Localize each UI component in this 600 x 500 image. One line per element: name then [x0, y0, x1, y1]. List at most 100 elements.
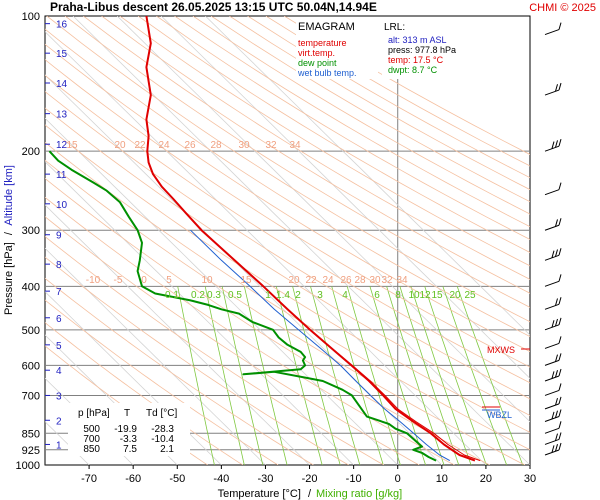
altitude-label: 2 [56, 416, 62, 427]
mixing-ratio-line [424, 286, 487, 465]
skew-isotherm [205, 16, 530, 336]
wbzl-label: WBZL [487, 410, 512, 420]
temperature-tick: -60 [125, 473, 141, 485]
theta-label: 34 [289, 140, 301, 151]
svg-text:Pressure [hPa] / A: Pressure [hPa] / Altitude [km] [3, 165, 15, 315]
altitude-label: 13 [56, 110, 68, 121]
mixing-ratio-line [310, 286, 361, 465]
wind-barb-flag [555, 318, 558, 327]
theta-label: 15 [66, 140, 78, 151]
wind-barb-staff [544, 438, 560, 445]
mixing-ratio-label: 12 [419, 290, 431, 301]
mixing-ratio-label: 2 [295, 290, 301, 301]
wind-barb-staff [544, 189, 560, 196]
skew-isotherm [45, 204, 310, 465]
theta-label: 26 [340, 275, 352, 286]
altitude-label: 8 [56, 260, 62, 271]
wind-barb-flag [551, 141, 555, 149]
wind-barb-flag [558, 336, 562, 344]
wind-barb-flag [558, 248, 562, 256]
table-cell: -10.4 [151, 434, 174, 445]
wind-barb-flag [551, 445, 555, 453]
altitude-label: 4 [56, 366, 62, 377]
mixing-ratio-line [346, 286, 401, 465]
table-cell: 7.5 [123, 444, 137, 455]
svg-text:Temperature [°C] /: Temperature [°C] / [218, 488, 312, 500]
wind-barb-staff [544, 449, 560, 456]
altitude-label: 5 [56, 341, 62, 352]
wind-barb-staff [544, 89, 560, 96]
pressure-tick-labels: 100 200 300 400 500 600 700 850 925 1000 [16, 11, 40, 472]
skew-isotherm [45, 74, 443, 465]
series-dew-point-line [48, 150, 437, 462]
temperature-tick: -40 [213, 473, 229, 485]
mixing-ratio-label: 15 [431, 290, 443, 301]
wind-barb-flag [551, 320, 555, 328]
mixing-ratio-label: 0.5 [228, 290, 242, 301]
dry-adiabat [45, 196, 455, 465]
table-row: 700 -3.3 -10.4 [83, 434, 174, 445]
profile-lines [48, 16, 481, 462]
legend-item-wet-bulb: wet bulb temp. [297, 68, 357, 78]
dry-adiabat [45, 216, 420, 465]
y-axis-label: Pressure [hPa] [3, 242, 15, 315]
dry-adiabat [156, 16, 530, 240]
altitude-label: 3 [56, 391, 62, 402]
pressure-tick: 600 [22, 360, 40, 372]
altitude-label: 9 [56, 231, 62, 242]
lrl-pressure: press: 977.8 hPa [388, 45, 456, 55]
series-temperature-line [145, 16, 476, 462]
legend-box: EMAGRAM temperature virt.temp. dew point… [296, 17, 378, 79]
dry-adiabat [45, 91, 530, 400]
theta-label: 28 [354, 275, 366, 286]
table-row: 500 -19.9 -28.3 [83, 424, 174, 435]
theta-label: 30 [238, 140, 250, 151]
wind-barb-flag [558, 409, 562, 417]
pressure-tick: 400 [22, 281, 40, 293]
wind-barb-flag [555, 354, 558, 362]
pressure-tick: 850 [22, 428, 40, 440]
dry-adiabat [45, 322, 243, 465]
altitude-labels: 16 15 14 13 12 11 10 9 8 7 6 5 4 3 2 1 [45, 20, 68, 451]
wind-barb-staff [544, 224, 560, 231]
temperature-tick: 30 [524, 473, 536, 485]
theta-label: 5 [166, 275, 172, 286]
wind-barb-flag [555, 444, 558, 452]
temperature-tick: -70 [81, 473, 97, 485]
theta-label: 20 [288, 275, 300, 286]
wind-barb-staff [544, 342, 560, 349]
theta-label: 26 [184, 140, 196, 151]
wind-barb-flag [558, 421, 562, 429]
mixing-ratio-label: 4 [342, 290, 348, 301]
table-cell: 2.1 [160, 444, 174, 455]
table-cell: -28.3 [151, 424, 174, 435]
wind-barb-flag [558, 442, 562, 451]
wind-barb-flag [558, 182, 562, 190]
legend-item-temperature: temperature [298, 38, 347, 48]
wind-barb-staff [544, 29, 560, 36]
theta-label: 32 [265, 140, 277, 151]
theta-label: 20 [114, 140, 126, 151]
wind-barb-flag [555, 84, 558, 92]
wind-barb-flag [555, 397, 558, 406]
legend-item-virt-temp: virt.temp. [298, 48, 335, 58]
wind-barb-flag [555, 370, 558, 378]
dry-adiabat [45, 277, 314, 465]
mixing-ratio-line [275, 286, 323, 465]
dry-adiabat [45, 124, 530, 433]
skew-isotherm [45, 31, 487, 465]
wind-barb-flag [558, 297, 562, 305]
temperature-tick: -30 [258, 473, 274, 485]
plot-area [44, 15, 531, 466]
mixing-ratio-line [456, 286, 524, 465]
temperature-tick: 0 [395, 473, 401, 485]
theta-label: 22 [134, 140, 146, 151]
mixing-ratio-label: 8 [395, 290, 401, 301]
dry-adiabat [137, 16, 530, 253]
temperature-tick: -20 [302, 473, 318, 485]
mixing-ratio-label: 20 [449, 290, 461, 301]
wind-barb-flag [555, 140, 558, 148]
table-cell: -19.9 [114, 424, 137, 435]
mixing-ratio-label: 10 [408, 290, 420, 301]
wind-barb-flag [558, 396, 562, 405]
